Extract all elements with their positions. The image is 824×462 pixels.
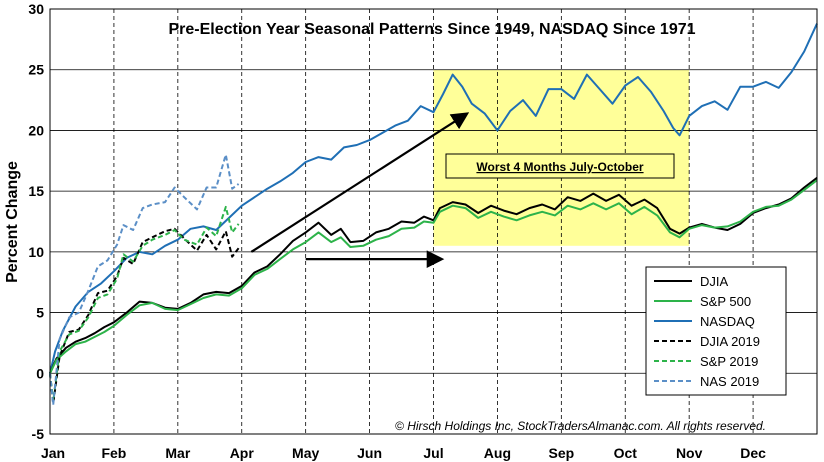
y-tick-label: 20 <box>28 122 44 138</box>
legend: DJIA S&P 500 NASDAQ DJIA 2019 S&P 2019 NAS 20… <box>645 266 787 396</box>
annotation-text: Worst 4 Months July-October <box>476 160 643 174</box>
copyright-text: © Hirsch Holdings Inc, StockTradersAlman… <box>395 419 766 433</box>
x-tick-label: Aug <box>484 445 511 461</box>
y-tick-label: 15 <box>28 183 44 199</box>
legend-box <box>645 266 787 396</box>
y-axis-label: Percent Change <box>4 161 21 283</box>
series-line-djia-2019 <box>49 227 240 405</box>
x-tick-label: Jan <box>41 445 65 461</box>
y-tick-label: 30 <box>28 1 44 17</box>
y-tick-label: 25 <box>28 62 44 78</box>
trend-arrow-1 <box>250 112 470 253</box>
x-tick-label: Dec <box>740 445 766 461</box>
annotation-box <box>445 153 675 179</box>
x-tick-label: Oct <box>614 445 638 461</box>
plot-frame <box>49 8 818 435</box>
series-line-nasdaq <box>49 23 818 374</box>
x-tick-label: Feb <box>101 445 126 461</box>
x-tick-label: Nov <box>676 445 703 461</box>
series-layer <box>49 23 818 406</box>
x-tick-label: Mar <box>165 445 190 461</box>
highlight-annotation: Worst 4 Months July-October <box>445 153 675 179</box>
series-line-s-p-500 <box>49 179 818 374</box>
legend-label: NAS 2019 <box>700 374 759 389</box>
chart-title: Pre-Election Year Seasonal Patterns Sinc… <box>168 21 695 38</box>
legend-label: S&P 500 <box>700 294 751 309</box>
x-tick-label: Apr <box>230 445 255 461</box>
x-tick-label: May <box>292 445 319 461</box>
legend-label: NASDAQ <box>700 314 755 329</box>
y-tick-label: -5 <box>32 426 45 442</box>
y-tick-label: 5 <box>36 305 44 321</box>
axis-layer: -5 0 5 10 15 20 25 30 Jan Feb Mar Apr May Jun Jul Aug Se… <box>28 1 818 461</box>
x-tick-label: Sep <box>548 445 574 461</box>
series-line-nas-2019 <box>49 153 240 406</box>
y-tick-label: 0 <box>36 365 44 381</box>
y-tick-label: 10 <box>28 244 44 260</box>
legend-label: DJIA <box>700 274 729 289</box>
arrow-layer <box>250 112 470 268</box>
x-tick-label: Jul <box>423 445 443 461</box>
legend-label: DJIA 2019 <box>700 334 760 349</box>
legend-label: S&P 2019 <box>700 354 758 369</box>
x-tick-label: Jun <box>357 445 382 461</box>
